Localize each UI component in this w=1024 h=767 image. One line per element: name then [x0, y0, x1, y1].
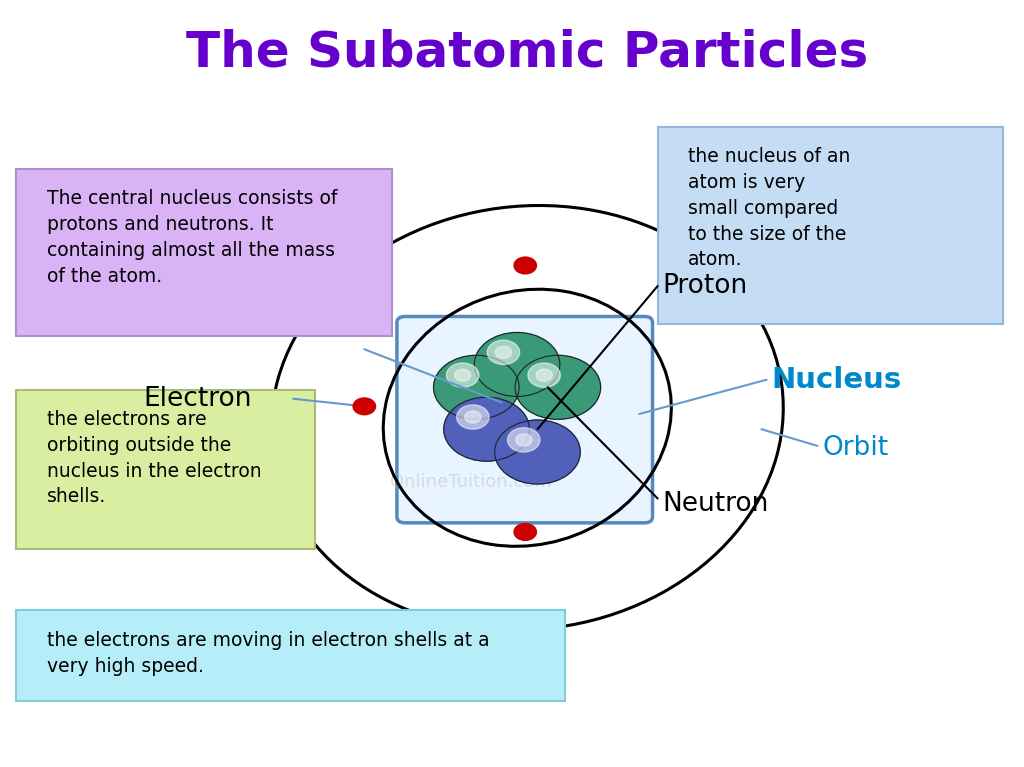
FancyBboxPatch shape	[16, 169, 392, 335]
Text: Nucleus: Nucleus	[772, 366, 902, 393]
Circle shape	[433, 355, 519, 420]
FancyBboxPatch shape	[397, 317, 652, 523]
FancyBboxPatch shape	[16, 390, 315, 548]
Text: OnlineTuition.com: OnlineTuition.com	[390, 473, 552, 492]
Circle shape	[446, 363, 479, 387]
Text: Orbit: Orbit	[822, 435, 889, 461]
Text: The Subatomic Particles: The Subatomic Particles	[186, 28, 868, 76]
Circle shape	[420, 337, 634, 498]
Text: the electrons are
orbiting outside the
nucleus in the electron
shells.: the electrons are orbiting outside the n…	[46, 410, 261, 506]
Circle shape	[455, 369, 471, 381]
Text: the nucleus of an
atom is very
small compared
to the size of the
atom.: the nucleus of an atom is very small com…	[688, 147, 851, 269]
Circle shape	[465, 411, 481, 423]
Text: The central nucleus consists of
protons and neutrons. It
containing almost all t: The central nucleus consists of protons …	[46, 189, 337, 285]
Circle shape	[353, 398, 376, 415]
Text: Electron: Electron	[143, 386, 252, 412]
Circle shape	[515, 355, 601, 420]
Circle shape	[495, 420, 581, 484]
Text: Proton: Proton	[663, 273, 748, 299]
Circle shape	[487, 340, 519, 364]
Circle shape	[474, 332, 560, 397]
FancyBboxPatch shape	[16, 611, 565, 701]
Circle shape	[508, 428, 540, 452]
Circle shape	[443, 397, 529, 461]
Circle shape	[514, 524, 537, 541]
Text: the electrons are moving in electron shells at a
very high speed.: the electrons are moving in electron she…	[46, 631, 489, 676]
FancyBboxPatch shape	[657, 127, 1002, 324]
Text: Neutron: Neutron	[663, 491, 769, 517]
Circle shape	[514, 257, 537, 274]
Circle shape	[516, 434, 531, 446]
Circle shape	[536, 369, 552, 381]
Circle shape	[528, 363, 560, 387]
Circle shape	[457, 405, 489, 430]
Circle shape	[496, 346, 512, 358]
